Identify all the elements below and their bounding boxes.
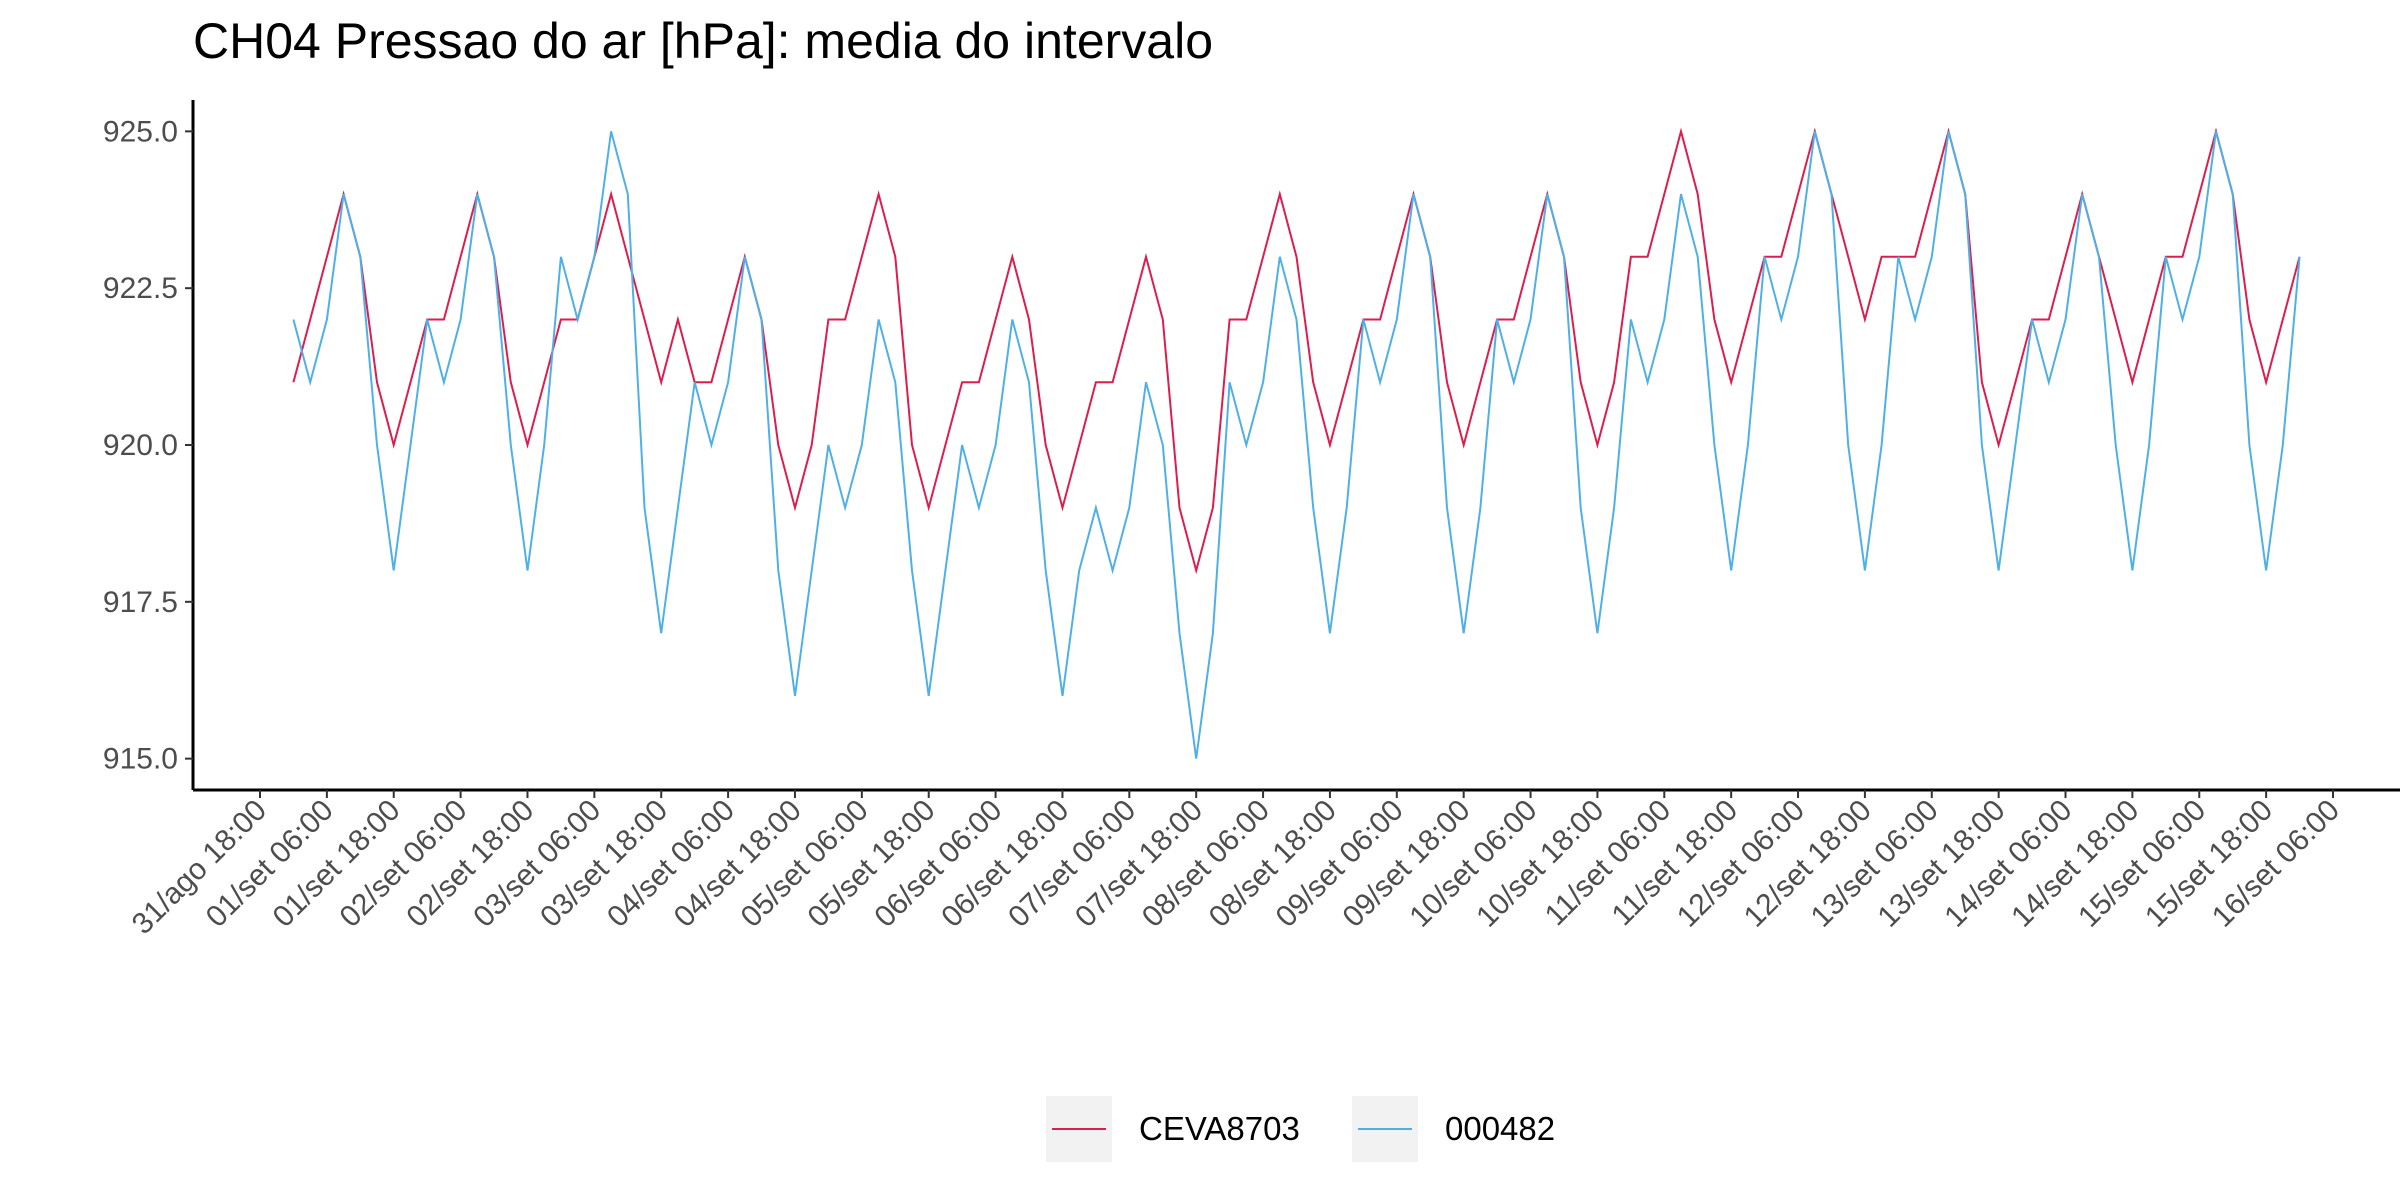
- legend-item: CEVA8703: [1046, 1096, 1300, 1162]
- y-tick-label: 915.0: [103, 743, 178, 776]
- y-tick-label: 922.5: [103, 272, 178, 305]
- legend-item: 000482: [1352, 1096, 1555, 1162]
- legend-label: CEVA8703: [1139, 1110, 1300, 1147]
- data-line: [292, 131, 2301, 759]
- chart-title: CH04 Pressao do ar [hPa]: media do inter…: [193, 13, 1213, 69]
- y-tick-label: 917.5: [103, 586, 178, 619]
- y-tick-label: 925.0: [103, 115, 178, 148]
- legend-label: 000482: [1445, 1110, 1555, 1147]
- data-line: [292, 127, 2301, 575]
- y-tick-label: 920.0: [103, 429, 178, 462]
